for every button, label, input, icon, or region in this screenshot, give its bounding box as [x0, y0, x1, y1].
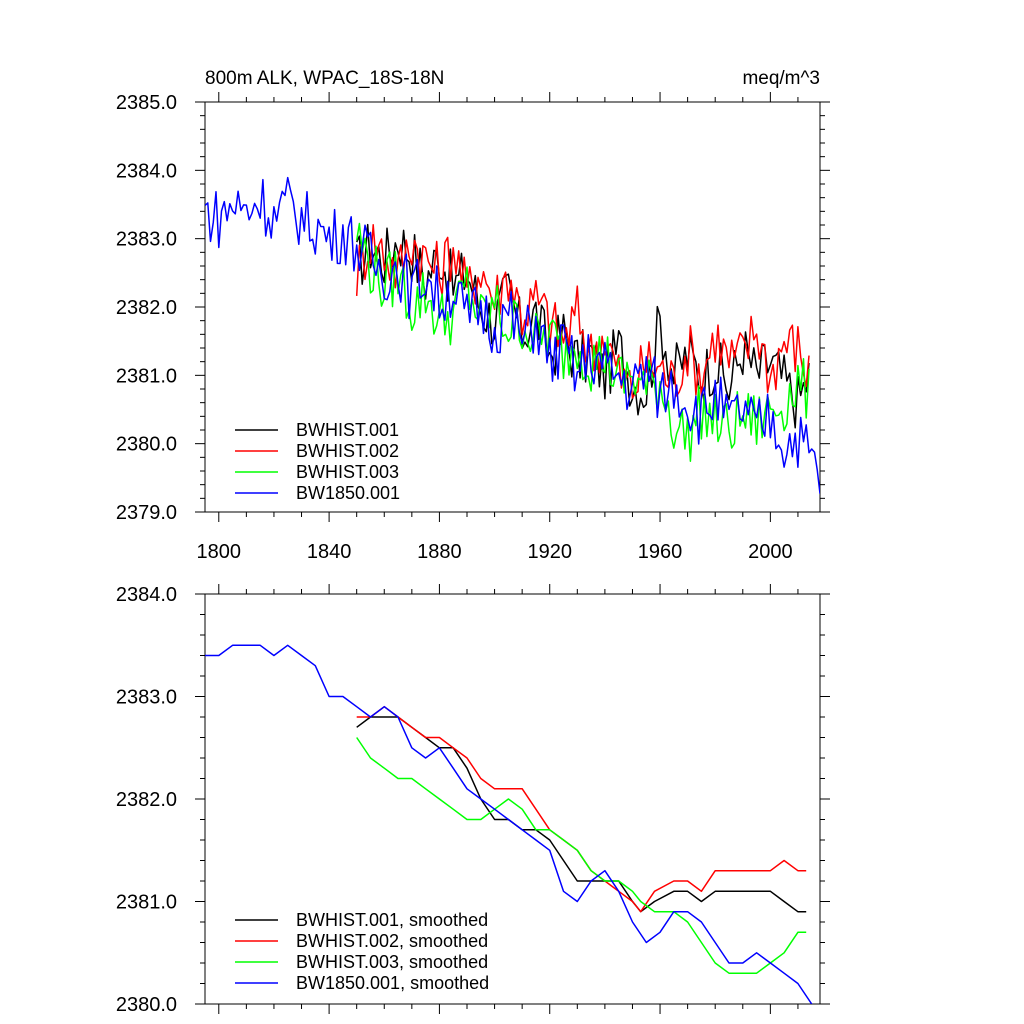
legend-label: BW1850.001 [296, 483, 400, 503]
top-chart-units: meq/m^3 [742, 68, 820, 89]
series-line-bw1850-001 [205, 176, 820, 494]
y-tick-label: 2385.0 [116, 92, 177, 114]
legend-label: BWHIST.003 [296, 462, 399, 482]
legend-label: BWHIST.001 [296, 420, 399, 440]
x-tick-label: 1840 [307, 541, 352, 563]
y-tick-label: 2381.0 [116, 365, 177, 387]
legend-label: BWHIST.002, smoothed [296, 931, 488, 951]
top-chart-title: 800m ALK, WPAC_18S-18N [205, 68, 444, 89]
legend-label: BWHIST.001, smoothed [296, 910, 488, 930]
y-tick-label: 2380.0 [116, 994, 177, 1016]
y-tick-label: 2380.0 [116, 434, 177, 456]
series-line-bw1850-001-smoothed [205, 644, 813, 1004]
series-line-bwhist-003-smoothed [356, 737, 807, 974]
top-chart-panel: 1800 1840 1880 1920 1960 2000 2379.0 2380.0 2381… [116, 92, 830, 563]
x-tick-label: 1800 [197, 541, 242, 563]
x-tick-label: 2000 [748, 541, 793, 563]
y-tick-label: 2382.0 [116, 297, 177, 319]
y-tick-label: 2381.0 [116, 892, 177, 914]
y-tick-label: 2382.0 [116, 789, 177, 811]
series-line-bwhist-003 [355, 222, 810, 462]
y-tick-label: 2384.0 [116, 584, 177, 606]
series-line-bwhist-001 [356, 223, 810, 429]
legend-label: BWHIST.002 [296, 441, 399, 461]
series-line-bwhist-001-smoothed [356, 716, 807, 913]
y-tick-label: 2379.0 [116, 502, 177, 524]
y-tick-label: 2383.0 [116, 229, 177, 251]
legend-label: BW1850.001, smoothed [296, 973, 489, 993]
y-tick-label: 2384.0 [116, 160, 177, 182]
y-tick-label: 2383.0 [116, 687, 177, 709]
x-tick-label: 1960 [638, 541, 683, 563]
x-tick-label: 1880 [417, 541, 462, 563]
x-tick-label: 1920 [527, 541, 572, 563]
bottom-chart-panel: 2380.0 2381.0 2382.0 2383.0 2384.0 BWHIST.001… [116, 584, 830, 1016]
legend-label: BWHIST.003, smoothed [296, 952, 488, 972]
series-line-bwhist-002 [355, 224, 810, 399]
